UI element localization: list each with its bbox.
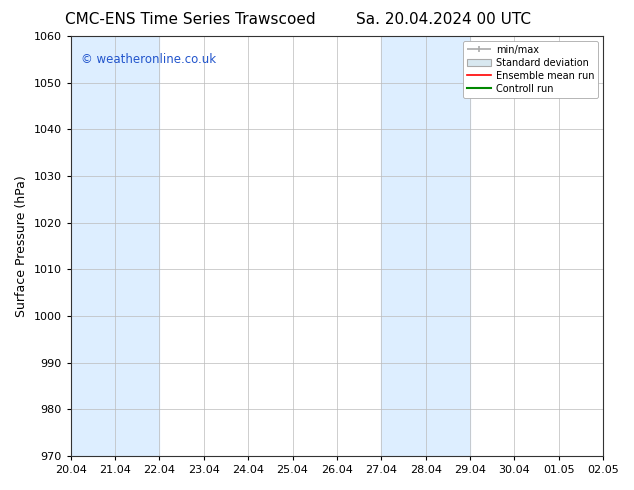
Text: Sa. 20.04.2024 00 UTC: Sa. 20.04.2024 00 UTC xyxy=(356,12,531,27)
Legend: min/max, Standard deviation, Ensemble mean run, Controll run: min/max, Standard deviation, Ensemble me… xyxy=(463,41,598,98)
Bar xyxy=(71,36,159,456)
Y-axis label: Surface Pressure (hPa): Surface Pressure (hPa) xyxy=(15,175,28,317)
Text: CMC-ENS Time Series Trawscoed: CMC-ENS Time Series Trawscoed xyxy=(65,12,316,27)
Text: © weatheronline.co.uk: © weatheronline.co.uk xyxy=(81,53,216,66)
Bar xyxy=(381,36,470,456)
